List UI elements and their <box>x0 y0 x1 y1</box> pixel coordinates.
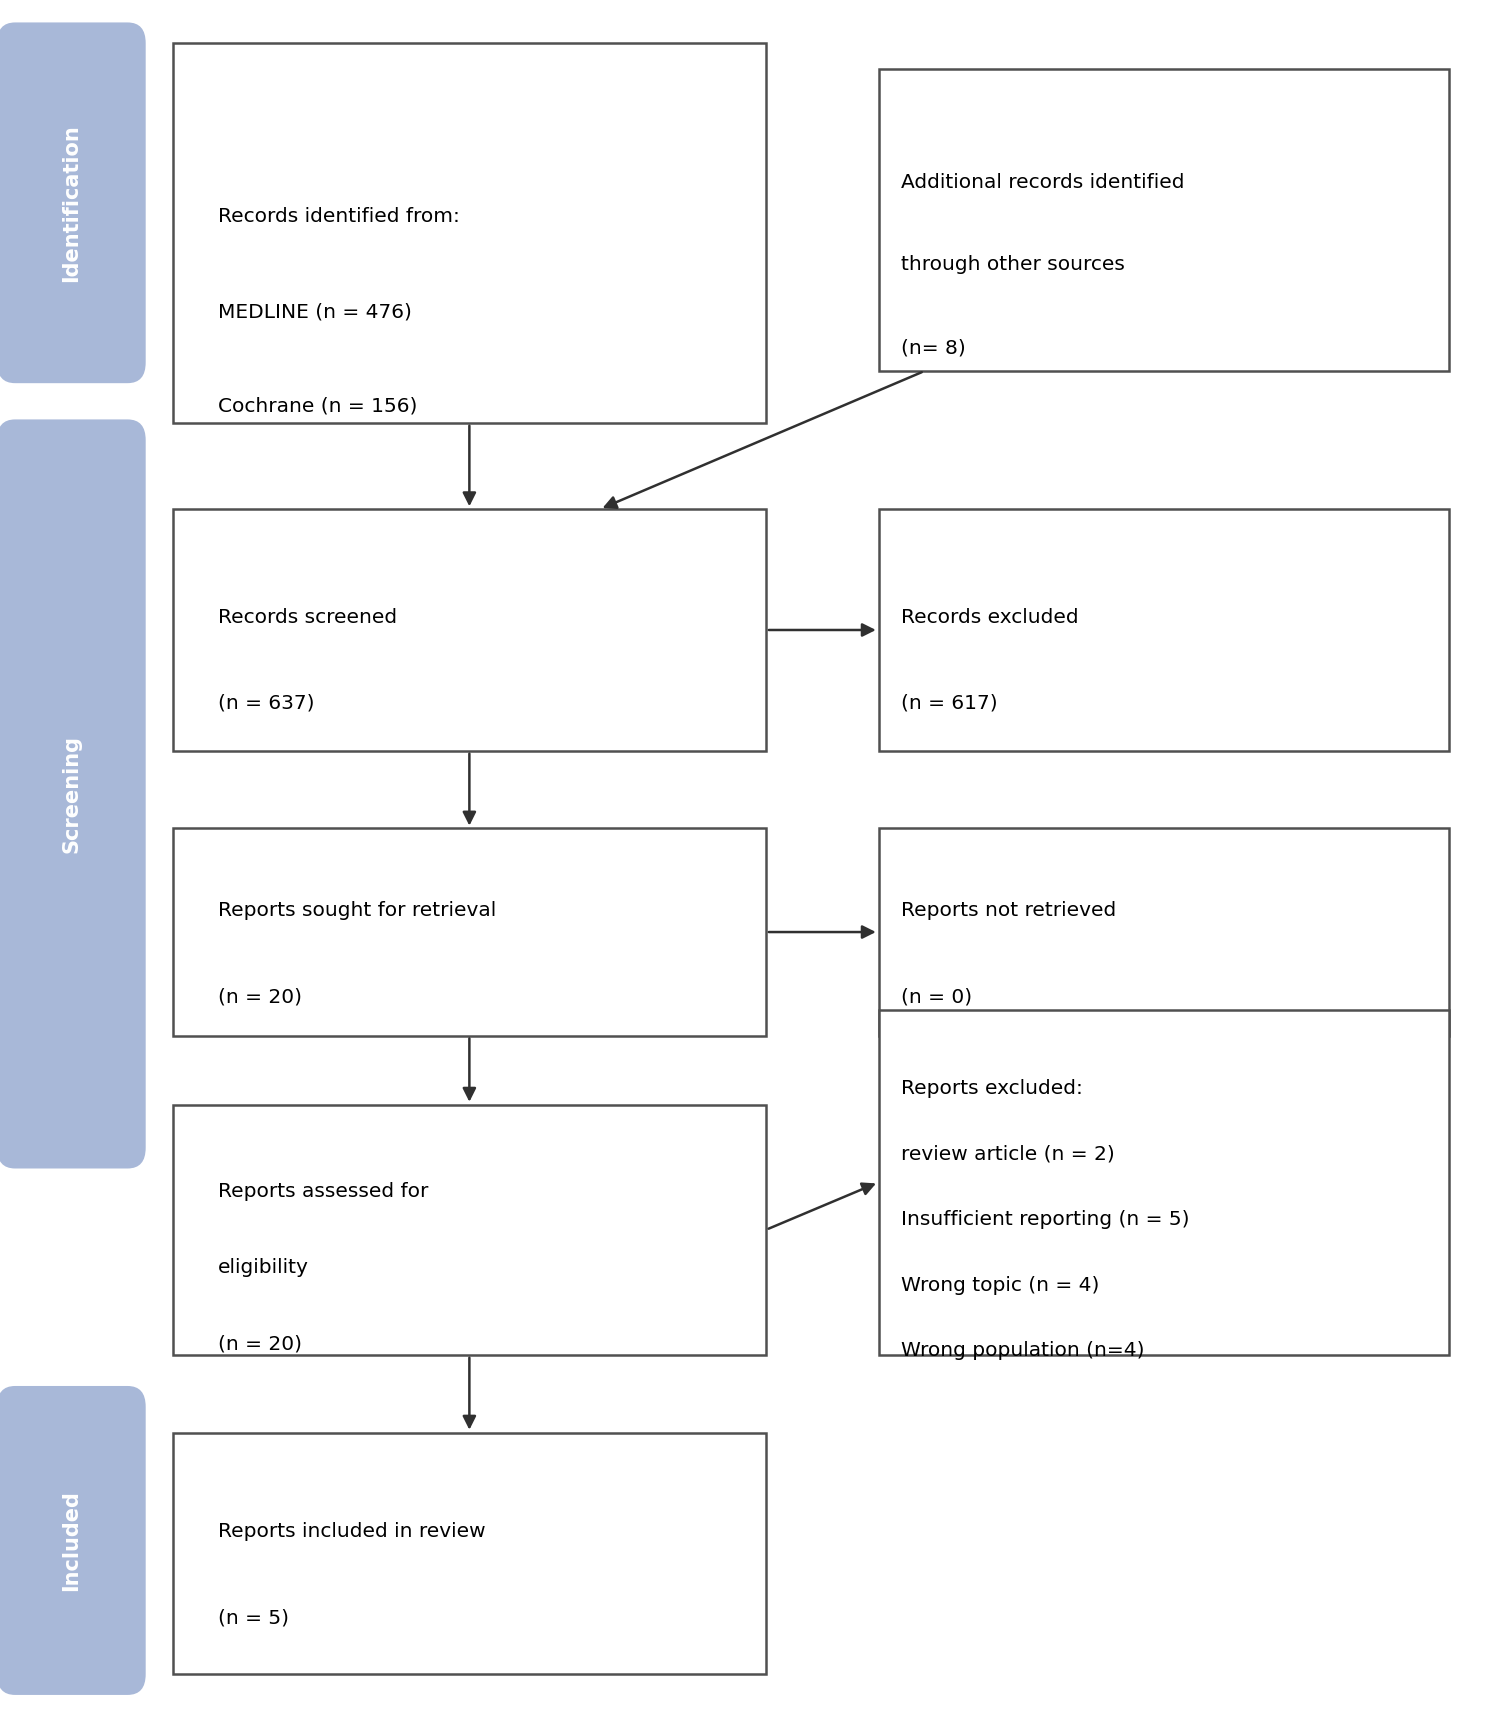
FancyBboxPatch shape <box>173 43 766 423</box>
Text: (n= 8): (n= 8) <box>901 338 966 357</box>
FancyBboxPatch shape <box>0 419 146 1169</box>
FancyBboxPatch shape <box>0 1386 146 1695</box>
Text: Insufficient reporting (n = 5): Insufficient reporting (n = 5) <box>901 1210 1190 1229</box>
Text: Records identified from:: Records identified from: <box>218 207 460 226</box>
FancyBboxPatch shape <box>879 1010 1449 1355</box>
FancyBboxPatch shape <box>173 1105 766 1355</box>
Text: (n = 617): (n = 617) <box>901 694 997 713</box>
Text: Records excluded: Records excluded <box>901 608 1078 627</box>
FancyBboxPatch shape <box>879 69 1449 371</box>
Text: (n = 20): (n = 20) <box>218 1334 302 1353</box>
Text: MEDLINE (n = 476): MEDLINE (n = 476) <box>218 302 412 321</box>
Text: Reports assessed for: Reports assessed for <box>218 1182 428 1201</box>
Text: eligibility: eligibility <box>218 1258 309 1277</box>
Text: Included: Included <box>62 1490 81 1591</box>
Text: (n = 0): (n = 0) <box>901 987 972 1006</box>
Text: Reports included in review: Reports included in review <box>218 1522 485 1541</box>
FancyBboxPatch shape <box>879 509 1449 751</box>
Text: Reports excluded:: Reports excluded: <box>901 1079 1083 1098</box>
Text: (n = 20): (n = 20) <box>218 987 302 1006</box>
Text: Screening: Screening <box>62 735 81 853</box>
Text: Identification: Identification <box>62 124 81 281</box>
Text: through other sources: through other sources <box>901 255 1125 274</box>
Text: Wrong population (n=4): Wrong population (n=4) <box>901 1341 1145 1360</box>
FancyBboxPatch shape <box>173 828 766 1036</box>
Text: Wrong topic (n = 4): Wrong topic (n = 4) <box>901 1276 1099 1294</box>
FancyBboxPatch shape <box>0 22 146 383</box>
Text: (n = 637): (n = 637) <box>218 694 314 713</box>
FancyBboxPatch shape <box>173 1433 766 1674</box>
Text: Records screened: Records screened <box>218 608 397 627</box>
Text: Reports sought for retrieval: Reports sought for retrieval <box>218 901 496 920</box>
Text: Additional records identified: Additional records identified <box>901 173 1185 192</box>
Text: review article (n = 2): review article (n = 2) <box>901 1144 1114 1163</box>
FancyBboxPatch shape <box>879 828 1449 1036</box>
FancyBboxPatch shape <box>173 509 766 751</box>
Text: Reports not retrieved: Reports not retrieved <box>901 901 1116 920</box>
Text: Cochrane (n = 156): Cochrane (n = 156) <box>218 397 418 416</box>
Text: (n = 5): (n = 5) <box>218 1609 288 1628</box>
